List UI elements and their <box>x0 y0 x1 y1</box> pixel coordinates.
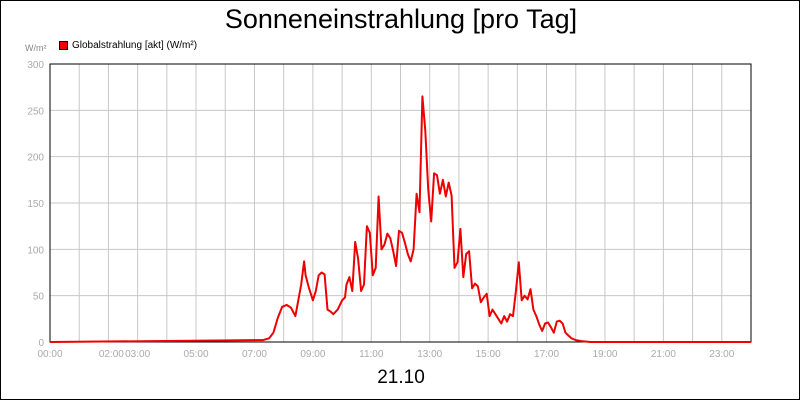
x-tick-label: 19:00 <box>592 349 617 360</box>
series-line <box>49 95 751 343</box>
x-tick-label: 17:00 <box>534 349 559 360</box>
plot-border <box>49 63 752 343</box>
x-tick-label: 00:00 <box>37 349 62 360</box>
y-tick-label: 200 <box>27 153 44 164</box>
y-tick-label: 150 <box>27 199 44 210</box>
y-tick-label: 250 <box>27 106 44 117</box>
x-tick-label: 11:00 <box>359 349 384 360</box>
x-tick-label: 13:00 <box>417 349 442 360</box>
x-tick-label: 15:00 <box>476 349 501 360</box>
y-tick-label: 100 <box>27 245 44 256</box>
y-tick-label: 0 <box>38 338 44 349</box>
y-axis-unit: W/m² <box>25 43 47 53</box>
y-tick-label: 300 <box>27 60 44 71</box>
x-tick-label: 07:00 <box>242 349 267 360</box>
legend: Globalstrahlung [akt] (W/m²) <box>59 40 197 51</box>
x-axis-date-label: 21.10 <box>377 367 425 388</box>
x-tick-label: 03:00 <box>125 349 150 360</box>
y-tick-label: 50 <box>33 292 45 303</box>
chart-title: Sonneneinstrahlung [pro Tag] <box>224 4 578 34</box>
x-tick-label: 02:00 <box>99 349 124 360</box>
x-tick-label: 05:00 <box>184 349 209 360</box>
x-tick-label: 23:00 <box>709 349 734 360</box>
legend-label: Globalstrahlung [akt] (W/m²) <box>72 40 198 51</box>
legend-swatch <box>59 41 68 50</box>
x-tick-label: 09:00 <box>300 349 325 360</box>
x-tick-label: 21:00 <box>651 349 676 360</box>
